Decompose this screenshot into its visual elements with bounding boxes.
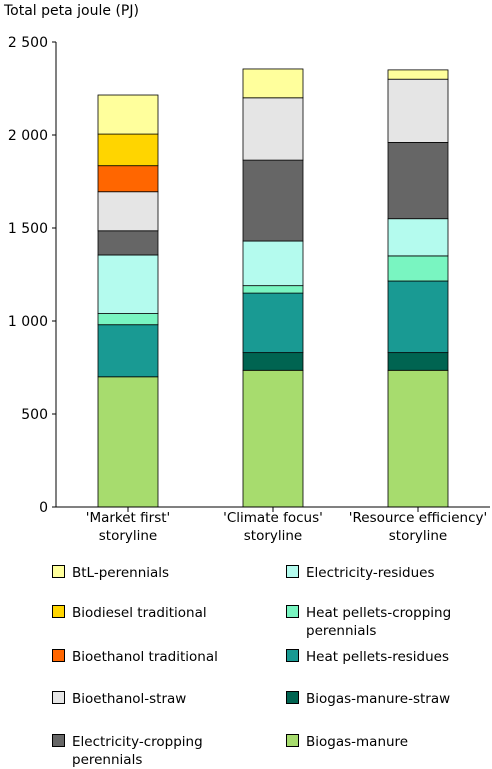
x-tick-label: 'Resource efficiency' storyline bbox=[349, 510, 487, 544]
bar-segment bbox=[97, 230, 159, 256]
bar-segment bbox=[242, 292, 304, 354]
bar-segment bbox=[97, 313, 159, 326]
y-axis: 0 500 1 000 1 500 2 000 2 500 bbox=[8, 35, 57, 516]
bars bbox=[97, 68, 449, 508]
x-tick-label: 'Market first' storyline bbox=[86, 510, 171, 544]
y-tick-label: 2 000 bbox=[8, 128, 48, 144]
bar-segment bbox=[387, 142, 449, 220]
bar-segment bbox=[387, 369, 449, 508]
bar-segment bbox=[242, 369, 304, 508]
bar-segment bbox=[387, 69, 449, 80]
bar-segment bbox=[387, 218, 449, 257]
bar-segment bbox=[242, 240, 304, 287]
y-tick-label: 1 500 bbox=[8, 221, 48, 237]
bar-segment bbox=[242, 285, 304, 294]
bar-segment bbox=[97, 165, 159, 193]
y-tick-label: 1 000 bbox=[8, 314, 48, 330]
bar-segment bbox=[242, 68, 304, 99]
y-axis-title: Total peta joule (PJ) bbox=[3, 3, 139, 19]
x-axis: 'Market first' storyline 'Climate focus' st… bbox=[56, 506, 490, 544]
bar-segment bbox=[97, 191, 159, 232]
bar-segment bbox=[97, 94, 159, 135]
bar-segment bbox=[242, 97, 304, 161]
bar-segment bbox=[97, 133, 159, 167]
y-tick-label: 2 500 bbox=[8, 35, 48, 51]
y-tick-label: 0 bbox=[39, 500, 48, 516]
bar-segment bbox=[387, 352, 449, 371]
bar-segment bbox=[387, 78, 449, 143]
bar-segment bbox=[97, 376, 159, 508]
bar-segment bbox=[97, 254, 159, 314]
bar-segment bbox=[387, 280, 449, 354]
bar-segment bbox=[242, 159, 304, 242]
x-tick-label: 'Climate focus' storyline bbox=[223, 510, 323, 544]
bar-segment bbox=[387, 255, 449, 282]
y-tick-label: 500 bbox=[21, 407, 48, 423]
bar-segment bbox=[242, 352, 304, 371]
bar-segment bbox=[97, 324, 159, 378]
